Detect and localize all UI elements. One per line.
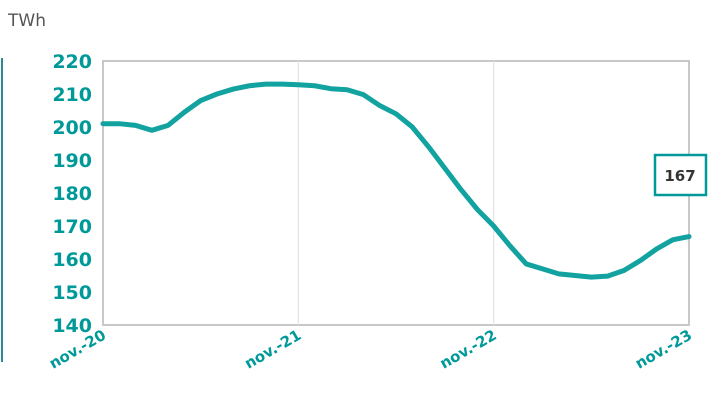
y-tick-label-180: 180 [52,183,92,205]
y-tick-label-150: 150 [52,282,92,304]
end-value-label: 167 [653,153,708,197]
y-tick-label-170: 170 [52,216,92,238]
y-tick-label-210: 210 [52,84,92,106]
y-tick-label-200: 200 [52,117,92,139]
plot-area [102,60,690,326]
grid-lines [297,61,495,325]
unit-label: TWh [7,11,46,31]
y-axis: 140 150 160 170 180 190 200 210 220 [52,51,92,337]
end-value-label-box [653,153,708,197]
x-tick-label-1: nov.-21 [241,326,304,373]
y-tick-label-160: 160 [52,249,92,271]
x-tick-label-3: nov.-23 [632,326,695,373]
y-tick-label-140: 140 [52,315,92,337]
x-axis: nov.-20 nov.-21 nov.-22 nov.-23 [46,326,695,373]
x-tick-label-2: nov.-22 [437,326,500,373]
end-value-label-text: 167 [664,167,695,185]
series-line-0 [100,81,692,280]
y-tick-label-220: 220 [52,51,92,73]
y-tick-label-190: 190 [52,150,92,172]
series-group [100,81,692,280]
